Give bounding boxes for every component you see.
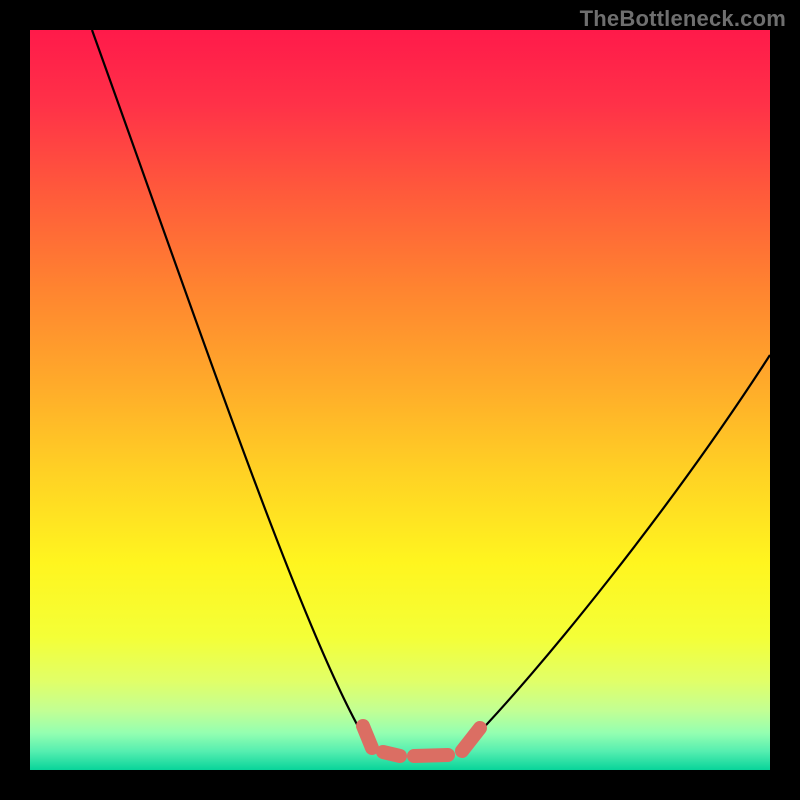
plot-svg (30, 30, 770, 770)
highlight-segment (414, 755, 448, 756)
source-watermark: TheBottleneck.com (580, 6, 786, 32)
chart-frame: TheBottleneck.com (0, 0, 800, 800)
gradient-background (30, 30, 770, 770)
plot-area (30, 30, 770, 770)
highlight-segment (383, 752, 400, 756)
highlight-segment (363, 726, 372, 748)
